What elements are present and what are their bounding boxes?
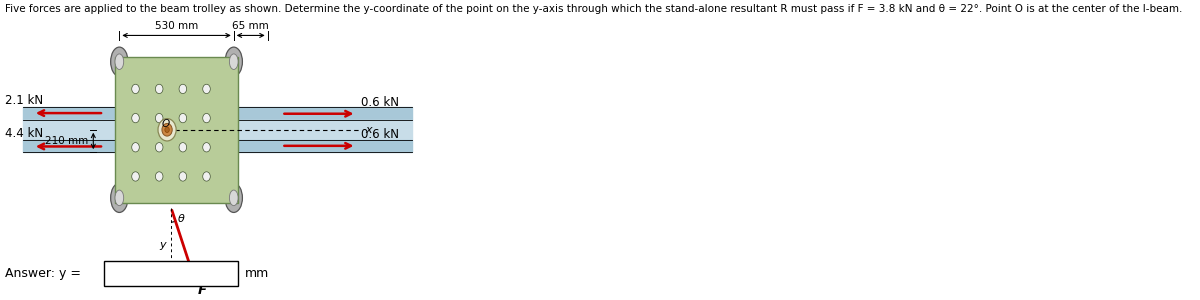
Text: 2.1 kN: 2.1 kN — [5, 94, 43, 107]
Bar — [24, 140, 412, 152]
Circle shape — [179, 142, 187, 152]
Text: 0.6 kN: 0.6 kN — [361, 128, 400, 141]
Circle shape — [203, 142, 210, 152]
Bar — [24, 120, 412, 140]
Text: x: x — [365, 125, 372, 135]
Circle shape — [203, 113, 210, 123]
Bar — [24, 107, 412, 120]
Circle shape — [132, 113, 139, 123]
Ellipse shape — [110, 47, 128, 76]
Ellipse shape — [110, 183, 128, 212]
Ellipse shape — [229, 190, 238, 206]
Ellipse shape — [229, 54, 238, 70]
Ellipse shape — [115, 190, 124, 206]
Text: Five forces are applied to the beam trolley as shown. Determine the y-coordinate: Five forces are applied to the beam trol… — [5, 4, 1182, 14]
Circle shape — [132, 142, 139, 152]
Circle shape — [155, 142, 163, 152]
Circle shape — [179, 172, 187, 181]
Ellipse shape — [226, 47, 242, 76]
Circle shape — [164, 127, 169, 133]
Circle shape — [203, 84, 210, 94]
Circle shape — [158, 118, 176, 141]
Ellipse shape — [226, 183, 242, 212]
Bar — [104, 261, 238, 286]
Text: 0.6 kN: 0.6 kN — [361, 96, 400, 109]
Ellipse shape — [115, 54, 124, 70]
Circle shape — [179, 84, 187, 94]
Text: F: F — [198, 284, 206, 297]
Circle shape — [132, 172, 139, 181]
Circle shape — [155, 84, 163, 94]
Text: 4.4 kN: 4.4 kN — [5, 127, 43, 140]
Text: mm: mm — [245, 267, 269, 280]
Circle shape — [155, 172, 163, 181]
Text: 210 mm: 210 mm — [46, 136, 89, 146]
Circle shape — [203, 172, 210, 181]
Circle shape — [132, 84, 139, 94]
Circle shape — [179, 113, 187, 123]
Circle shape — [162, 124, 172, 136]
Text: θ: θ — [178, 214, 185, 224]
Text: Answer: y =: Answer: y = — [5, 267, 82, 280]
Text: 530 mm: 530 mm — [155, 21, 198, 31]
Bar — [115, 57, 238, 203]
Text: O: O — [162, 119, 169, 129]
Text: y: y — [160, 239, 167, 250]
Text: 65 mm: 65 mm — [233, 21, 269, 31]
Circle shape — [155, 113, 163, 123]
